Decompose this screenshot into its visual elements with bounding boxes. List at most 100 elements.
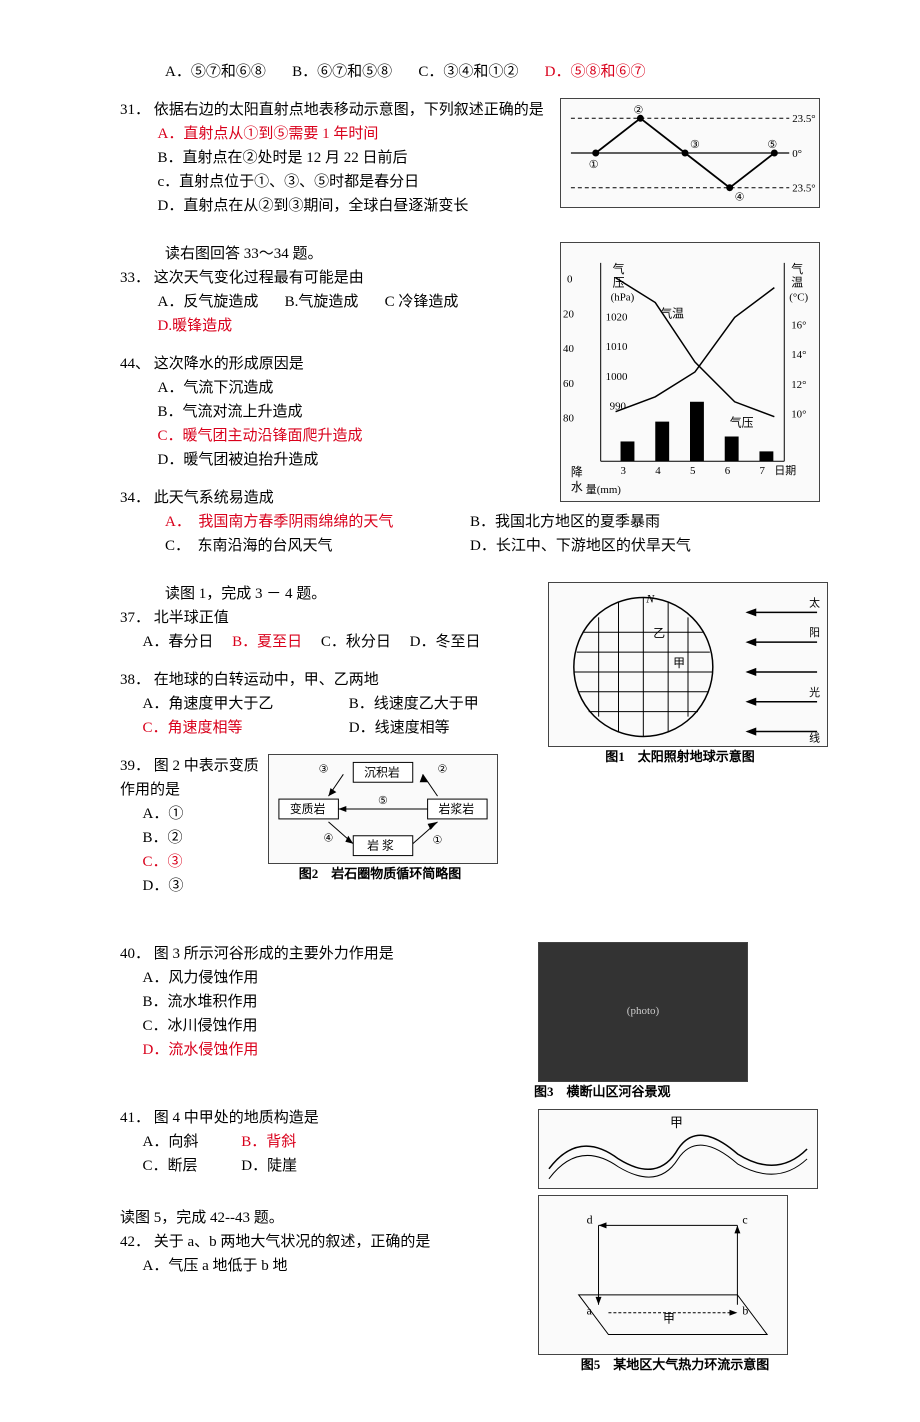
svg-text:12°: 12° <box>791 379 806 391</box>
svg-text:14°: 14° <box>791 349 806 361</box>
svg-text:(°C): (°C) <box>789 292 808 304</box>
q-number: 37． <box>120 610 150 626</box>
option-a: A．① <box>143 802 213 826</box>
group-40-42: (photo) 图3 横断山区河谷景观 甲 a <box>120 942 820 1382</box>
svg-text:23.5°: 23.5° <box>792 113 815 125</box>
q-number: 41． <box>120 1110 150 1126</box>
svg-text:甲: 甲 <box>663 1311 675 1325</box>
q-number: 31． <box>120 102 150 118</box>
svg-text:⑤: ⑤ <box>767 139 777 151</box>
fig5-caption: 图5 某地区大气热力环流示意图 <box>530 1355 820 1376</box>
fig1: N 乙 甲 <box>548 582 828 747</box>
svg-text:6: 6 <box>725 465 731 477</box>
option-b: B．夏至日 <box>232 630 302 654</box>
option-d: D．长江中、下游地区的伏旱天气 <box>470 534 771 558</box>
svg-text:16°: 16° <box>791 319 806 331</box>
q-stem: 图 3 所示河谷形成的主要外力作用是 <box>154 946 394 962</box>
svg-text:③: ③ <box>690 139 700 151</box>
option-c: C．③ <box>143 850 213 874</box>
option-a: A．反气旋造成 <box>158 290 259 314</box>
q-stem: 在地球的白转运动中，甲、乙两地 <box>154 672 379 688</box>
option-d: D．线速度相等 <box>349 716 450 740</box>
svg-text:c: c <box>742 1212 747 1226</box>
svg-text:温: 温 <box>791 276 803 290</box>
svg-text:0°: 0° <box>792 148 802 160</box>
option-c: C．暖气团主动沿锋面爬升造成 <box>158 424 463 448</box>
option-b: B．线速度乙大于甲 <box>349 692 479 716</box>
svg-text:气: 气 <box>791 262 803 276</box>
q-stem: 此天气系统易造成 <box>154 490 274 506</box>
fig5-wrap: a b c d 甲 图5 某地区大气热力环流示意图 <box>530 1195 820 1376</box>
svg-text:④: ④ <box>324 833 334 845</box>
q-stem: 图 4 中甲处的地质构造是 <box>154 1110 319 1126</box>
svg-text:②: ② <box>633 104 643 116</box>
option-b: B．② <box>143 826 183 850</box>
q-number: 39． <box>120 758 150 774</box>
question-31: ① ② ③ ④ ⑤ 23.5° 0° 23.5° 31． 依据右边的太阳直射点地… <box>120 98 820 218</box>
svg-text:5: 5 <box>690 465 696 477</box>
svg-text:N: N <box>645 591 655 605</box>
option-b: B．背斜 <box>241 1130 296 1154</box>
option-d: D.暖锋造成 <box>158 314 233 338</box>
svg-text:60: 60 <box>563 378 574 390</box>
option-c: C． 东南沿海的台风天气 <box>165 534 466 558</box>
option-d: D．陡崖 <box>241 1154 297 1178</box>
option-a: A．气流下沉造成 <box>158 376 463 400</box>
fig1-caption: 图1 太阳照射地球示意图 <box>540 747 820 768</box>
svg-text:80: 80 <box>563 413 574 425</box>
fig4: 甲 <box>538 1109 818 1189</box>
svg-text:②: ② <box>438 763 448 775</box>
q-number: 38． <box>120 672 150 688</box>
fig3: (photo) <box>538 942 748 1082</box>
fig2-caption: 图2 岩石圈物质循环简略图 <box>260 864 500 885</box>
svg-text:20: 20 <box>563 308 574 320</box>
svg-text:1000: 1000 <box>606 371 628 383</box>
q-stem: 关于 a、b 两地大气状况的叙述，正确的是 <box>154 1234 431 1250</box>
svg-text:4: 4 <box>655 465 661 477</box>
svg-text:7: 7 <box>759 465 765 477</box>
q-stem: 这次降水的形成原因是 <box>154 356 304 372</box>
fig3-caption: 图3 横断山区河谷景观 <box>530 1082 820 1103</box>
fig1-wrap: N 乙 甲 <box>540 582 820 768</box>
option-c: C．③④和①② <box>418 60 518 84</box>
right-fig-stack: (photo) 图3 横断山区河谷景观 甲 a <box>530 942 820 1382</box>
option-a: A．春分日 <box>143 630 214 654</box>
svg-text:④: ④ <box>735 192 745 204</box>
fig5: a b c d 甲 <box>538 1195 788 1355</box>
svg-text:乙: 乙 <box>653 626 665 640</box>
q-stem: 依据右边的太阳直射点地表移动示意图，下列叙述正确的是 <box>154 102 544 118</box>
option-line: A．⑤⑦和⑥⑧ B．⑥⑦和⑤⑧ C．③④和①② D．⑤⑧和⑥⑦ <box>120 60 820 84</box>
svg-text:太: 太 <box>809 596 820 609</box>
q-number: 42． <box>120 1234 150 1250</box>
svg-text:40: 40 <box>563 343 574 355</box>
svg-text:气温: 气温 <box>660 306 684 320</box>
svg-text:23.5°: 23.5° <box>792 183 815 195</box>
svg-text:量(mm): 量(mm) <box>586 483 622 496</box>
svg-text:①: ① <box>589 159 599 171</box>
svg-text:b: b <box>742 1303 748 1317</box>
svg-text:10°: 10° <box>791 409 806 421</box>
option-d: D．暖气团被迫抬升造成 <box>158 448 463 472</box>
option-b: B．气流对流上升造成 <box>158 400 463 424</box>
svg-text:日期: 日期 <box>774 464 796 477</box>
svg-text:d: d <box>587 1212 593 1226</box>
svg-text:光: 光 <box>809 685 820 699</box>
svg-text:1020: 1020 <box>606 311 628 323</box>
svg-text:①: ① <box>433 835 443 847</box>
option-a: A．角速度甲大于乙 <box>143 692 323 716</box>
fig3-wrap: (photo) 图3 横断山区河谷景观 <box>530 942 820 1103</box>
option-c: C．角速度相等 <box>143 716 323 740</box>
q-stem: 北半球正值 <box>154 610 229 626</box>
option-b: B.气旋造成 <box>285 290 359 314</box>
option-d: D．③ <box>143 874 184 898</box>
option-d: D．冬至日 <box>410 630 481 654</box>
group-37-39: N 乙 甲 <box>120 582 820 912</box>
svg-text:0: 0 <box>567 274 573 286</box>
q-number: 34． <box>120 490 150 506</box>
fig2-wrap: 沉积岩 变质岩 岩浆岩 岩 浆 ③ ② ⑤ ④ ① 图2 岩石圈物质循环简略图 <box>260 754 500 885</box>
fig-sun-path: ① ② ③ ④ ⑤ 23.5° 0° 23.5° <box>560 98 820 208</box>
q-number: 33． <box>120 270 150 286</box>
svg-text:岩 浆: 岩 浆 <box>367 839 394 853</box>
svg-text:降: 降 <box>571 465 583 479</box>
svg-text:⑤: ⑤ <box>378 795 388 807</box>
